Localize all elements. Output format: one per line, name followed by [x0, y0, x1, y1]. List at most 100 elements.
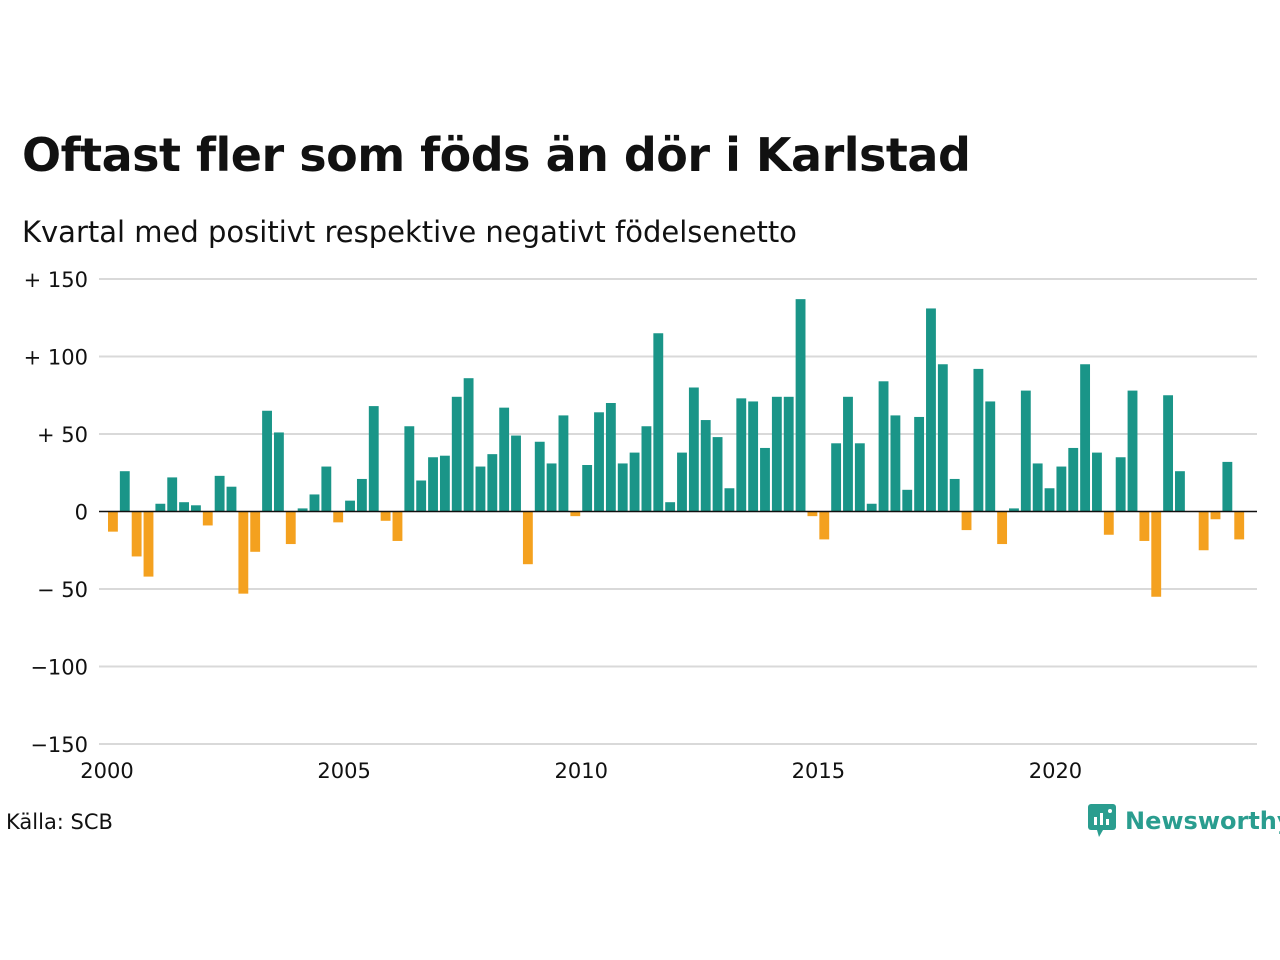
x-tick-label: 2010: [555, 759, 608, 783]
bar: [1151, 511, 1162, 597]
bar: [451, 396, 462, 512]
bar: [997, 511, 1008, 545]
bar: [155, 503, 166, 512]
bar: [487, 454, 498, 512]
bar: [724, 488, 735, 512]
bar: [1115, 457, 1126, 512]
x-axis-tick-labels: 2000 2005 2010 2015 2020: [80, 759, 1082, 783]
newsworthy-logo-icon: [1088, 804, 1116, 837]
bar: [1020, 390, 1031, 512]
bar: [190, 505, 201, 512]
bar: [345, 500, 355, 512]
bar: [392, 511, 403, 541]
bar: [522, 511, 533, 565]
bar: [937, 364, 948, 512]
brand-name: Newsworthy: [1125, 807, 1280, 835]
bar: [1032, 463, 1043, 512]
grid-lines: [99, 278, 1257, 745]
bar: [1198, 511, 1209, 551]
bar: [463, 378, 474, 512]
bar: [558, 415, 569, 512]
bar: [428, 457, 438, 512]
bar: [688, 387, 699, 512]
bar: [1139, 511, 1150, 541]
bar: [416, 480, 427, 512]
y-tick-label: + 50: [37, 423, 88, 447]
y-tick-label: − 50: [37, 578, 88, 602]
bar: [262, 410, 272, 512]
bar: [131, 511, 142, 557]
bar: [285, 511, 296, 545]
bar: [736, 398, 747, 512]
bar: [534, 441, 545, 512]
source-note: Källa: SCB: [6, 810, 113, 834]
bar: [617, 463, 628, 512]
bar: [1127, 390, 1138, 512]
bar: [380, 511, 391, 521]
chart-subtitle: Kvartal med positivt respektive negativt…: [22, 215, 797, 249]
bar: [108, 511, 118, 532]
y-tick-label: + 100: [24, 346, 88, 370]
bar: [783, 396, 794, 512]
bar: [771, 396, 782, 512]
bar: [831, 443, 842, 512]
bar: [961, 511, 972, 531]
bar: [1210, 511, 1221, 520]
bar: [250, 511, 261, 552]
bar: [890, 415, 901, 512]
bar: [582, 465, 593, 512]
bar: [297, 508, 308, 512]
bar: [677, 452, 687, 512]
bar: [629, 452, 640, 512]
bar: [712, 437, 723, 512]
x-tick-label: 2005: [317, 759, 370, 783]
bar: [760, 447, 770, 512]
bar: [700, 420, 711, 512]
bar: [807, 511, 818, 517]
bar: [605, 403, 616, 512]
bar: [119, 471, 130, 512]
bar: [368, 406, 379, 512]
bar: [843, 396, 853, 512]
bar: [1234, 511, 1245, 540]
bar: [143, 511, 154, 577]
bar: [226, 486, 237, 512]
y-tick-label: 0: [75, 501, 88, 525]
bar: [985, 401, 996, 512]
bar: [179, 502, 189, 512]
bar: [439, 455, 450, 512]
bar: [795, 299, 806, 512]
y-tick-label: −150: [30, 733, 88, 757]
y-axis-tick-labels: + 150 + 100 + 50 0 − 50 −100 −150: [24, 268, 88, 757]
chart-title: Oftast fler som föds än dör i Karlstad: [22, 128, 971, 182]
bar: [1103, 511, 1114, 535]
y-tick-label: −100: [30, 656, 88, 680]
bar: [1175, 471, 1185, 512]
bar: [902, 489, 913, 512]
bar: [1080, 364, 1091, 512]
bar: [949, 478, 960, 512]
bar: [1068, 447, 1079, 512]
bar: [854, 443, 865, 512]
x-tick-label: 2015: [792, 759, 845, 783]
bar: [511, 435, 521, 512]
bar: [973, 368, 984, 512]
x-tick-label: 2020: [1029, 759, 1082, 783]
bar: [214, 475, 225, 512]
bar: [665, 502, 676, 512]
bar: [866, 503, 877, 512]
bar: [594, 412, 604, 512]
bar: [238, 511, 249, 594]
y-tick-label: + 150: [24, 268, 88, 292]
bar: [1044, 488, 1055, 512]
bar: [356, 478, 367, 512]
bar: [333, 511, 344, 523]
bar: [1163, 395, 1174, 512]
bars: [108, 299, 1245, 597]
x-tick-label: 2000: [80, 759, 133, 783]
bar: [748, 401, 759, 512]
bar: [404, 426, 415, 512]
newsworthy-logo[interactable]: Newsworthy: [1087, 803, 1280, 839]
bar: [202, 511, 213, 526]
